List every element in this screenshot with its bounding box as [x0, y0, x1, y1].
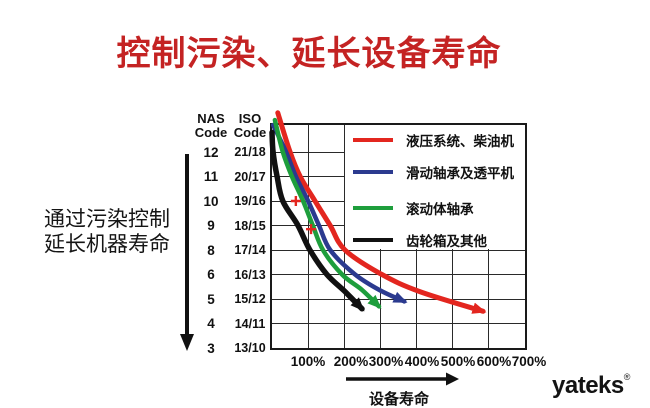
nas-header-line-1: NAS — [197, 111, 225, 126]
page-title: 控制污染、延长设备寿命 — [116, 34, 502, 74]
x-tick-label: 100% — [290, 354, 326, 369]
legend-swatch-blue-line — [353, 170, 393, 174]
x-axis-title: 设备寿命 — [368, 390, 430, 408]
side-note-line-2: 延长机器寿命 — [44, 232, 170, 256]
legend-swatch-black-line — [353, 238, 393, 242]
iso-code-column: 21/18 20/17 19/16 18/15 17/14 16/13 15/1… — [227, 140, 273, 361]
nas-code-column: 12 11 10 9 8 6 5 4 3 — [189, 140, 233, 361]
iso-code-label: 18/15 — [234, 218, 266, 233]
iso-code-label: 14/11 — [234, 316, 266, 331]
nas-header-line-2: Code — [194, 125, 228, 140]
grid-line-horizontal — [272, 249, 525, 251]
x-tick-label: 600% — [476, 354, 512, 369]
nas-code-header: NAS Code — [189, 112, 233, 140]
nas-code-label: 4 — [207, 316, 215, 331]
legend-swatch-red-line — [353, 138, 393, 142]
life-direction-arrow-icon — [346, 372, 459, 386]
iso-code-header: ISO Code — [227, 112, 273, 140]
legend-item-rolling-bearing: 滚动体轴承 — [353, 200, 474, 218]
grid-line-vertical — [307, 125, 309, 348]
grid-line-horizontal — [272, 274, 525, 275]
nas-code-label: 11 — [203, 169, 219, 184]
side-note: 通过污染控制 延长机器寿命 — [44, 207, 194, 257]
iso-code-label: 13/10 — [234, 341, 266, 355]
nas-code-label: 6 — [207, 267, 215, 282]
legend-label: 齿轮箱及其他 — [406, 234, 487, 250]
iso-code-label: 21/18 — [234, 145, 266, 159]
registered-mark: ® — [623, 372, 631, 382]
x-tick-label: 500% — [440, 354, 476, 369]
x-tick-label: 200% — [333, 354, 369, 369]
x-tick-label: 300% — [368, 354, 404, 369]
legend-label: 滚动体轴承 — [406, 202, 474, 218]
logo: yateks® — [552, 372, 630, 400]
plot-area: 液压系统、柴油机 滑动轴承及透平机 滚动体轴承 齿轮箱及其他 — [270, 123, 527, 350]
iso-code-label: 16/13 — [234, 267, 266, 282]
nas-code-label: 5 — [207, 291, 215, 307]
x-tick-label: 700% — [511, 354, 547, 369]
iso-code-label: 17/14 — [234, 243, 266, 257]
nas-code-label: 10 — [203, 193, 219, 209]
iso-header-line-2: Code — [233, 125, 267, 140]
grid-line-horizontal — [272, 323, 525, 324]
nas-code-label: 12 — [203, 144, 219, 160]
legend-item-gearbox: 齿轮箱及其他 — [353, 232, 487, 250]
nas-code-label: 9 — [207, 218, 215, 233]
nas-code-label: 3 — [207, 340, 215, 356]
side-note-line-1: 通过污染控制 — [44, 207, 170, 231]
legend-label: 滑动轴承及透平机 — [406, 166, 514, 182]
iso-code-label: 20/17 — [234, 169, 266, 184]
logo-text: yateks — [552, 372, 624, 399]
legend-item-sliding-bearing: 滑动轴承及透平机 — [353, 164, 514, 182]
iso-code-label: 15/12 — [234, 292, 266, 306]
legend-item-hydraulic: 液压系统、柴油机 — [353, 132, 514, 150]
legend-label: 液压系统、柴油机 — [406, 134, 514, 150]
legend: 液压系统、柴油机 滑动轴承及透平机 滚动体轴承 齿轮箱及其他 — [345, 125, 525, 250]
iso-code-label: 19/16 — [234, 194, 266, 208]
grid-line-horizontal — [272, 298, 525, 300]
legend-swatch-green-line — [353, 206, 393, 210]
nas-code-label: 8 — [207, 242, 215, 258]
x-tick-label: 400% — [404, 354, 440, 369]
iso-header-line-1: ISO — [238, 111, 262, 126]
